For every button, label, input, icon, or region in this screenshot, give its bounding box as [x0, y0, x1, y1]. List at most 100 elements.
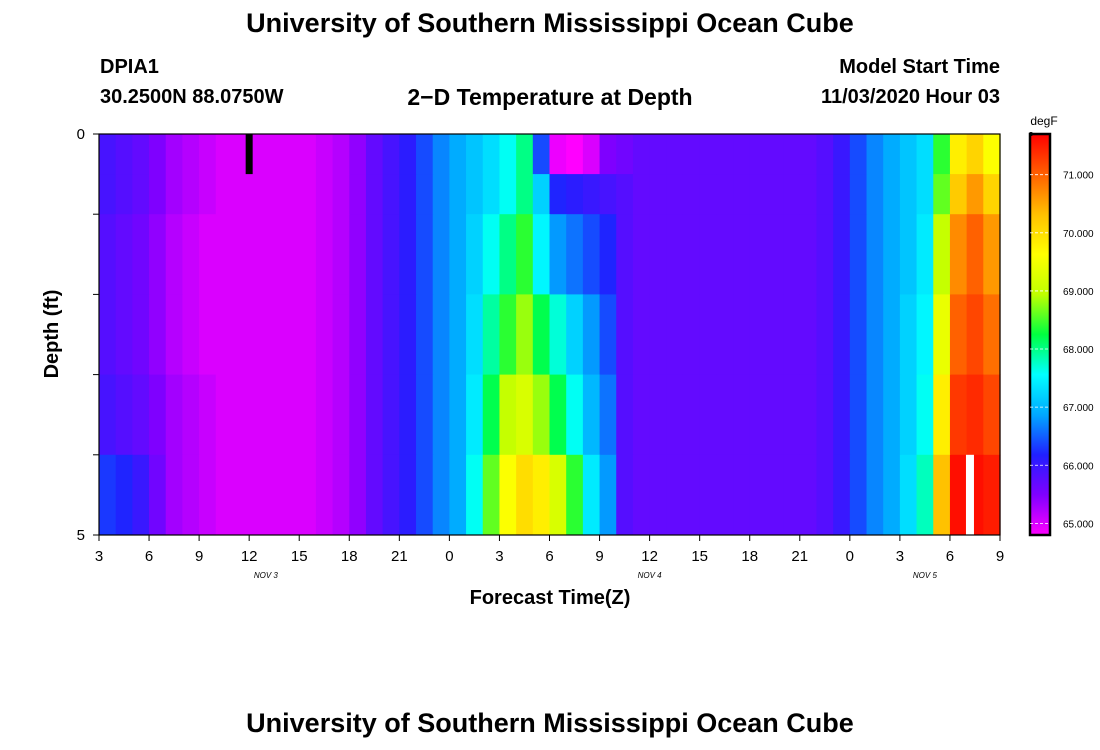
heatmap-cell [766, 454, 784, 536]
heatmap-cell [749, 454, 768, 536]
heatmap-cell [983, 214, 1001, 295]
day-label: NOV 4 [638, 571, 663, 580]
heatmap-cell [599, 214, 617, 295]
heatmap-cell [165, 454, 184, 536]
heatmap-cell [833, 294, 851, 375]
heatmap-cell [933, 174, 951, 215]
heatmap-cell [482, 454, 501, 536]
colorbar-corner-dot [1029, 132, 1033, 136]
heatmap-cell [99, 214, 117, 295]
heatmap-cell [182, 174, 200, 215]
heatmap-cell [132, 174, 150, 215]
heatmap-cell [799, 174, 818, 215]
heatmap-cell [833, 134, 851, 175]
heatmap-cell [132, 294, 150, 375]
heatmap-cell [466, 454, 484, 536]
colorbar-tick-label: 65.000 [1063, 519, 1094, 530]
heatmap-cell [449, 214, 467, 295]
heatmap-cell [532, 174, 551, 215]
heatmap-cell [566, 214, 584, 295]
heatmap-cell [149, 454, 167, 536]
heatmap-cell [449, 134, 467, 175]
heatmap-cell [582, 374, 601, 456]
heatmap-cell [499, 374, 517, 456]
heatmap-cell [666, 294, 684, 375]
x-tick-label: 18 [341, 548, 358, 565]
heatmap-cell [282, 134, 300, 175]
heatmap-cell [315, 134, 334, 175]
heatmap-cell [682, 454, 701, 536]
heatmap-cell [983, 174, 1001, 215]
heatmap-cell [833, 174, 851, 215]
footer-title: University of Southern Mississippi Ocean… [246, 708, 854, 738]
heatmap-cell [215, 294, 234, 375]
heatmap-cell [416, 134, 434, 175]
heatmap-cell [115, 134, 133, 175]
heatmap-cell [332, 374, 350, 456]
heatmap-cell [532, 214, 551, 295]
heatmap-cell [699, 374, 717, 456]
heatmap-cell [616, 454, 634, 536]
heatmap-cell [933, 294, 951, 375]
chart-subtitle: 2−D Temperature at Depth [407, 84, 693, 110]
heatmap-cell [349, 294, 367, 375]
heatmap-cell [182, 374, 200, 456]
heatmap-cell [949, 174, 968, 215]
heatmap-cell [332, 134, 350, 175]
heatmap-cell [249, 134, 267, 175]
heatmap-cell [232, 214, 250, 295]
heatmap-cell [933, 134, 951, 175]
heatmap-cell [799, 374, 818, 456]
heatmap-cell [432, 294, 450, 375]
heatmap-cell [315, 374, 334, 456]
heatmap-cell [182, 454, 200, 536]
heatmap-cell [215, 134, 234, 175]
heatmap-cell [833, 374, 851, 456]
heatmap-cell [599, 294, 617, 375]
heatmap-cell [749, 294, 768, 375]
heatmap-cell [165, 374, 184, 456]
heatmap-cell [499, 214, 517, 295]
heatmap-cell [682, 214, 701, 295]
heatmap-cell [749, 374, 768, 456]
heatmap-cell [783, 294, 801, 375]
heatmap-cell [816, 174, 834, 215]
heatmap-cell [799, 454, 818, 536]
y-tick-label: 5 [77, 527, 85, 544]
heatmap-cell [149, 134, 167, 175]
heatmap-cell [966, 294, 984, 375]
x-tick-label: 6 [545, 548, 553, 565]
heatmap-cell [282, 374, 300, 456]
heatmap-cell [849, 174, 868, 215]
heatmap-cell [215, 214, 234, 295]
heatmap-cell [149, 294, 167, 375]
heatmap-cell [299, 174, 317, 215]
heatmap-cell [449, 454, 467, 536]
heatmap-cell [182, 214, 200, 295]
heatmap-cell [716, 374, 734, 456]
heatmap-cell [416, 214, 434, 295]
heatmap-cell [716, 214, 734, 295]
heatmap-cell [649, 174, 667, 215]
heatmap-cell [816, 294, 834, 375]
heatmap-cell [349, 134, 367, 175]
heatmap-cell [365, 454, 384, 536]
heatmap-cell [566, 454, 584, 536]
heatmap-cell [699, 214, 717, 295]
heatmap-cell [983, 294, 1001, 375]
heatmap-cell [833, 454, 851, 536]
heatmap-cell [849, 134, 868, 175]
heatmap-cell [816, 454, 834, 536]
heatmap-cell [382, 454, 400, 536]
heatmap-cell [949, 294, 968, 375]
heatmap-cell [733, 134, 751, 175]
heatmap-cell [749, 134, 768, 175]
heatmap-cell [783, 214, 801, 295]
heatmap-cell [716, 134, 734, 175]
heatmap-cell [766, 294, 784, 375]
heatmap-cell [432, 374, 450, 456]
heatmap-cell [866, 454, 884, 536]
heatmap-cell [849, 374, 868, 456]
heatmap-cell [549, 454, 567, 536]
heatmap-cell [883, 454, 901, 536]
